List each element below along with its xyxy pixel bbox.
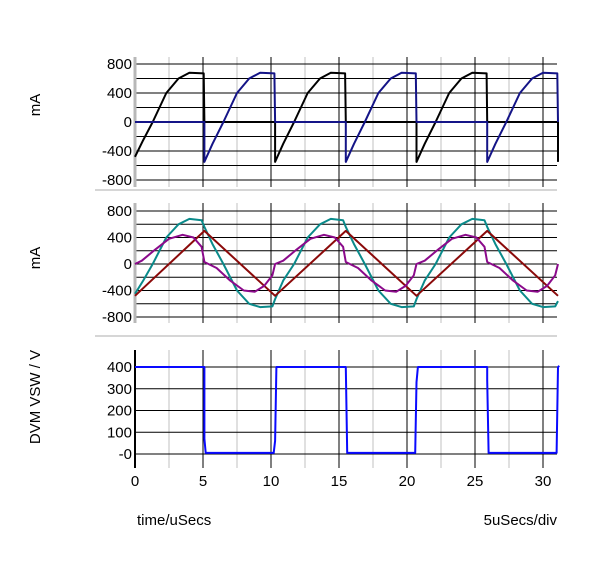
- y-tick-label: 400: [107, 85, 132, 102]
- series-purple-current: [134, 233, 559, 293]
- y-tick-label: 400: [107, 359, 132, 376]
- x-tick-label: 15: [331, 473, 348, 490]
- series-black-current: [134, 71, 559, 163]
- panel2-ylabel: mA: [27, 247, 44, 270]
- plot-panel-1: 800 400 0 -400 -800: [102, 56, 559, 189]
- x-tick-label: 5: [199, 473, 207, 490]
- y-tick-label: 200: [107, 403, 132, 420]
- y-tick-label: -400: [102, 143, 132, 160]
- x-axis-label: time/uSecs: [137, 512, 211, 529]
- y-tick-label: -0: [119, 446, 132, 463]
- series-teal-current: [134, 217, 559, 309]
- panel3-ylabel: DVM VSW / V: [27, 350, 44, 444]
- x-tick-label: 25: [467, 473, 484, 490]
- y-tick-label: -400: [102, 283, 132, 300]
- y-tick-label: -800: [102, 309, 132, 326]
- x-scale-note: 5uSecs/div: [484, 512, 558, 529]
- y-tick-label: 800: [107, 203, 132, 220]
- plot-panel-3: 400 300 200 100 -0 0 5 10 15 20 25 30: [107, 350, 560, 490]
- y-tick-label: -800: [102, 172, 132, 189]
- series-darkred-current: [134, 229, 559, 297]
- series-vsw-voltage: [135, 365, 560, 454]
- x-tick-label: 10: [263, 473, 280, 490]
- x-tick-label: 0: [131, 473, 139, 490]
- x-tick-label: 30: [535, 473, 552, 490]
- y-tick-label: 100: [107, 424, 132, 441]
- x-tick-label: 20: [399, 473, 416, 490]
- panel1-ylabel: mA: [27, 94, 44, 117]
- y-tick-label: 300: [107, 381, 132, 398]
- y-tick-label: 800: [107, 56, 132, 73]
- y-tick-label: 400: [107, 230, 132, 247]
- y-tick-label: 0: [124, 114, 132, 131]
- plot-panel-2: 800 400 0 -400 -800: [102, 203, 559, 326]
- y-tick-label: 0: [124, 256, 132, 273]
- series-navy-current: [135, 71, 559, 163]
